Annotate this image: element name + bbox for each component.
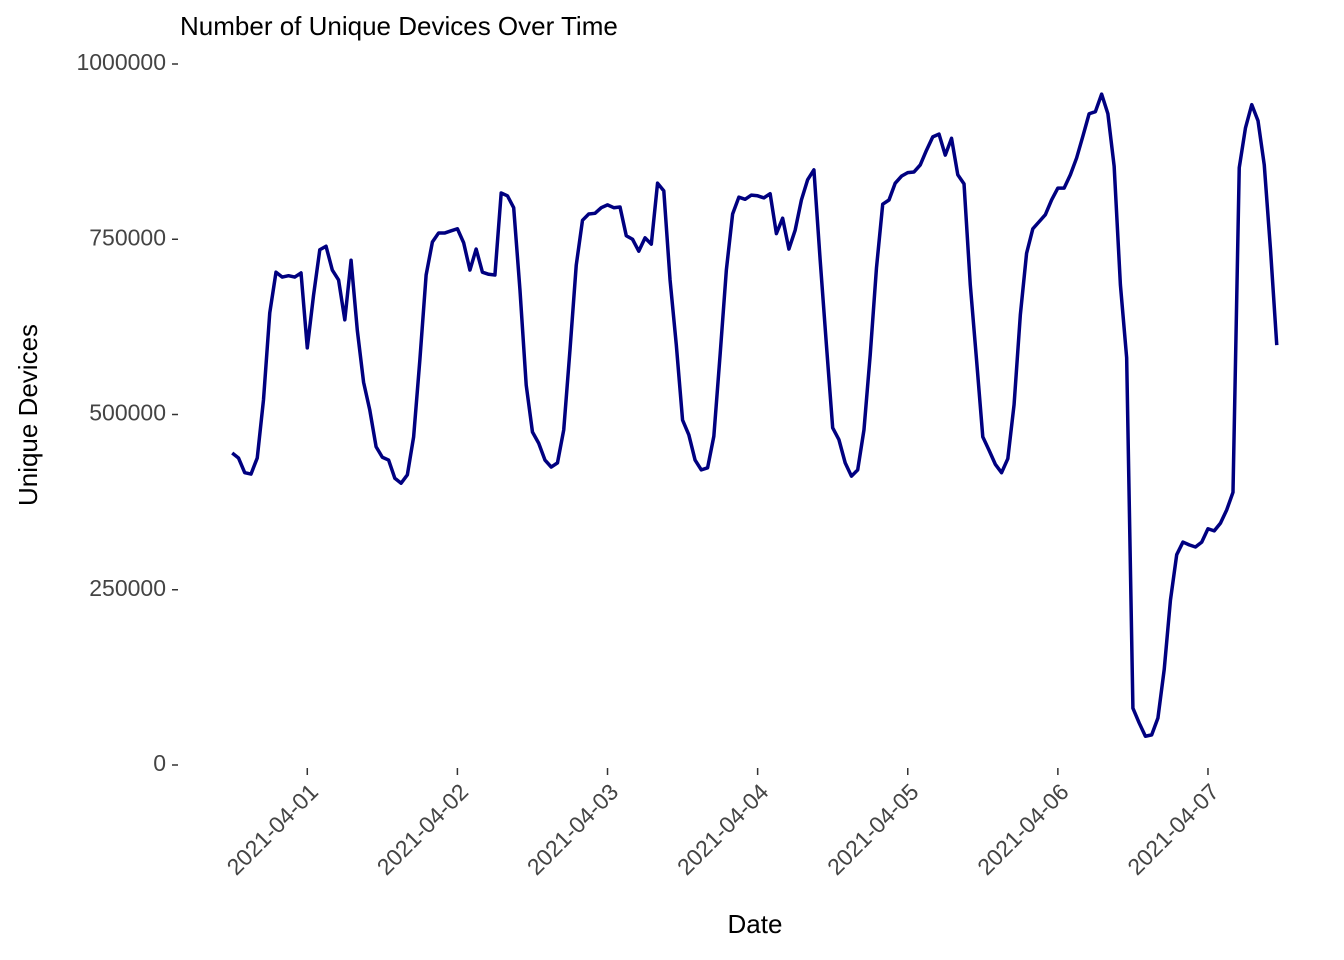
x-tick-label: 2021-04-02: [372, 778, 474, 880]
chart-title: Number of Unique Devices Over Time: [180, 11, 618, 41]
x-tick-label: 2021-04-05: [822, 778, 924, 880]
y-tick-label: 500000: [89, 400, 166, 426]
x-tick-label: 2021-04-01: [222, 778, 324, 880]
y-tick-label: 0: [153, 750, 166, 776]
x-axis-title: Date: [728, 909, 783, 939]
x-tick-label: 2021-04-06: [972, 778, 1074, 880]
y-tick-label: 750000: [89, 224, 166, 250]
data-line: [231, 92, 1279, 739]
x-tick-label: 2021-04-04: [672, 778, 774, 880]
y-tick-label: 1000000: [76, 49, 166, 75]
y-tick-label: 250000: [89, 575, 166, 601]
x-tick-label: 2021-04-07: [1122, 778, 1224, 880]
y-axis-title: Unique Devices: [13, 324, 43, 506]
x-tick-label: 2021-04-03: [522, 778, 624, 880]
